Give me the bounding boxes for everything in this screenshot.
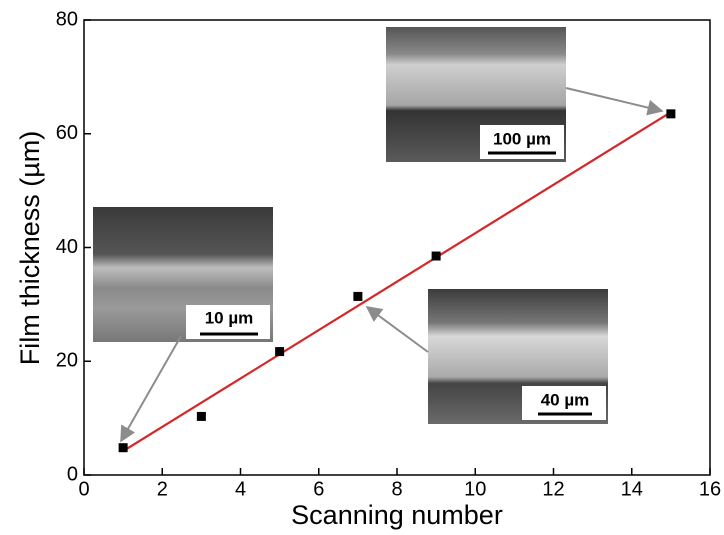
scale-label: 40 µm bbox=[541, 390, 590, 409]
x-tick-label: 14 bbox=[621, 478, 643, 500]
x-axis-label: Scanning number bbox=[291, 500, 503, 530]
y-tick-label: 60 bbox=[56, 122, 78, 144]
y-tick-label: 80 bbox=[56, 8, 78, 30]
scale-label: 10 µm bbox=[205, 308, 254, 327]
arrow bbox=[121, 336, 181, 441]
insets: 10 µm 40 µm 100 µm bbox=[93, 27, 662, 441]
arrow bbox=[367, 307, 428, 352]
x-tick-label: 10 bbox=[464, 478, 486, 500]
data-point bbox=[666, 109, 675, 118]
x-tick-label: 12 bbox=[542, 478, 564, 500]
x-tick-label: 6 bbox=[313, 478, 324, 500]
scale-label: 100 µm bbox=[493, 129, 551, 148]
y-tick-label: 0 bbox=[67, 463, 78, 485]
y-tick-label: 20 bbox=[56, 350, 78, 372]
x-tick-label: 8 bbox=[391, 478, 402, 500]
y-axis-label: Film thickness (µm) bbox=[15, 131, 45, 366]
x-tick-label: 0 bbox=[78, 478, 89, 500]
data-point bbox=[197, 412, 206, 421]
x-tick-label: 16 bbox=[699, 478, 721, 500]
data-point bbox=[119, 443, 128, 452]
data-point bbox=[432, 252, 441, 261]
arrow bbox=[566, 88, 662, 111]
x-tick-label: 2 bbox=[157, 478, 168, 500]
data-point bbox=[275, 347, 284, 356]
y-tick-label: 40 bbox=[56, 236, 78, 258]
chart: 10 µm 40 µm 100 µm Scanning number Film … bbox=[0, 0, 724, 535]
x-tick-label: 4 bbox=[235, 478, 246, 500]
data-point bbox=[353, 292, 362, 301]
page: 10 µm 40 µm 100 µm Scanning number Film … bbox=[0, 0, 724, 535]
